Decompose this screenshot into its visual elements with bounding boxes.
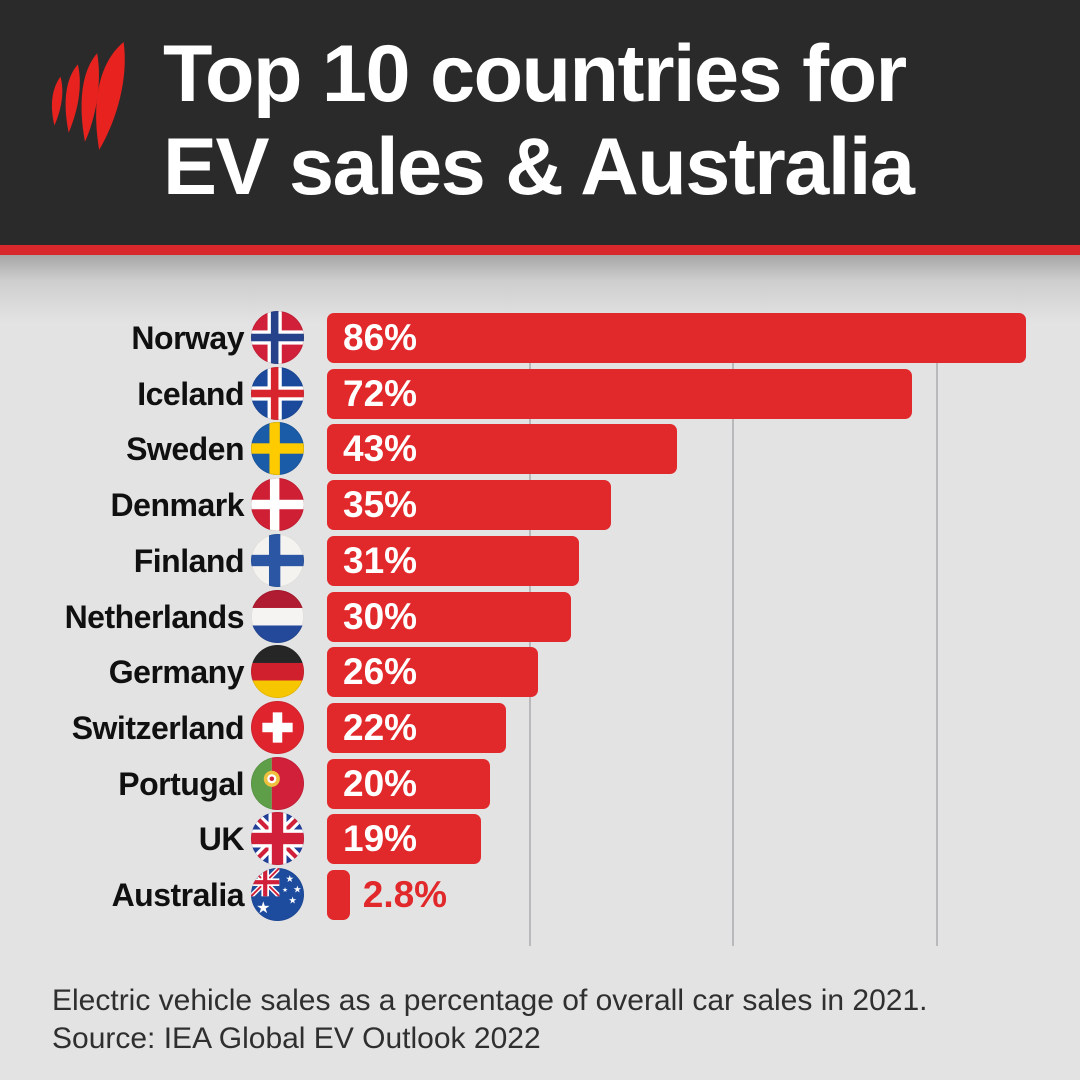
denmark-flag	[251, 478, 304, 532]
finland-flag	[251, 533, 304, 587]
country-label-germany: Germany	[108, 654, 245, 691]
chart-area: Norway 86% Iceland 72% Sweden 43% Denmark 3…	[0, 255, 1080, 1080]
country-label-denmark: Denmark	[110, 487, 245, 524]
chart-row-switzerland: Switzerland 22%	[0, 700, 1080, 754]
chart-row-sweden: Sweden 43%	[0, 422, 1080, 476]
header: Top 10 countries for EV sales & Australi…	[0, 0, 1080, 245]
portugal-flag	[251, 756, 304, 810]
country-label-finland: Finland	[133, 542, 245, 579]
gridline-50	[732, 313, 735, 946]
bar-australia	[327, 870, 350, 920]
value-label-netherlands: 30%	[343, 595, 418, 637]
svg-text:★: ★	[288, 896, 296, 907]
chart-note: Electric vehicle sales as a percentage o…	[52, 984, 928, 1017]
chart-row-australia: Australia ★ ★ ★ ★ ★ 2.8%	[0, 868, 1080, 921]
bar-netherlands	[327, 591, 571, 642]
country-label-iceland: Iceland	[137, 375, 244, 412]
australia-flag: ★ ★ ★ ★ ★	[251, 868, 304, 921]
bar-sweden	[327, 424, 677, 475]
iceland-flag	[251, 366, 304, 420]
chart-row-finland: Finland 31%	[0, 533, 1080, 587]
sweden-flag	[251, 422, 304, 476]
country-label-uk: UK	[198, 821, 245, 858]
title-line-2: EV sales & Australia	[163, 122, 915, 212]
chart-row-germany: Germany 26%	[0, 645, 1080, 699]
chart-row-norway: Norway 86%	[0, 311, 1080, 364]
chart-row-netherlands: Netherlands 30%	[0, 589, 1080, 643]
bar-iceland	[327, 368, 913, 419]
svg-text:★: ★	[256, 899, 270, 917]
value-label-australia: 2.8%	[362, 874, 448, 915]
bar-denmark	[327, 480, 612, 531]
value-label-portugal: 20%	[343, 762, 418, 804]
chart-row-iceland: Iceland 72%	[0, 366, 1080, 420]
bar-uk	[327, 814, 482, 865]
value-label-norway: 86%	[343, 317, 418, 358]
bar-finland	[327, 535, 579, 586]
uk-flag	[251, 812, 304, 866]
bar-norway	[327, 313, 1026, 363]
chart-row-portugal: Portugal 20%	[0, 756, 1080, 810]
svg-text:★: ★	[286, 874, 294, 885]
value-label-sweden: 43%	[343, 428, 418, 470]
bar-germany	[327, 647, 539, 698]
country-label-portugal: Portugal	[118, 765, 244, 802]
value-label-uk: 19%	[343, 818, 418, 860]
svg-text:★: ★	[293, 884, 301, 895]
value-label-switzerland: 22%	[343, 706, 418, 748]
norway-flag	[251, 311, 304, 364]
svg-text:★: ★	[282, 886, 288, 894]
chart-row-uk: UK 19%	[0, 812, 1080, 866]
chart-source: Source: IEA Global EV Outlook 2022	[52, 1022, 541, 1055]
country-label-australia: Australia	[111, 877, 245, 913]
chart-row-denmark: Denmark 35%	[0, 478, 1080, 532]
country-label-norway: Norway	[131, 320, 244, 356]
netherlands-flag	[251, 589, 304, 643]
value-label-germany: 26%	[343, 651, 418, 693]
value-label-denmark: 35%	[343, 484, 418, 526]
bar-switzerland	[327, 702, 506, 753]
value-label-iceland: 72%	[343, 372, 418, 414]
country-label-switzerland: Switzerland	[71, 709, 245, 746]
title-line-1: Top 10 countries for	[163, 29, 907, 119]
bar-portugal	[327, 758, 490, 809]
accent-stripe	[0, 245, 1080, 255]
value-label-finland: 31%	[343, 539, 418, 581]
chart-title: Top 10 countries for EV sales & Australi…	[163, 28, 915, 214]
sbs-logo-icon	[46, 40, 132, 154]
germany-flag	[251, 645, 304, 699]
country-label-sweden: Sweden	[126, 431, 244, 468]
switzerland-flag	[251, 700, 304, 754]
gridline-75	[935, 313, 938, 946]
country-label-netherlands: Netherlands	[64, 598, 245, 635]
